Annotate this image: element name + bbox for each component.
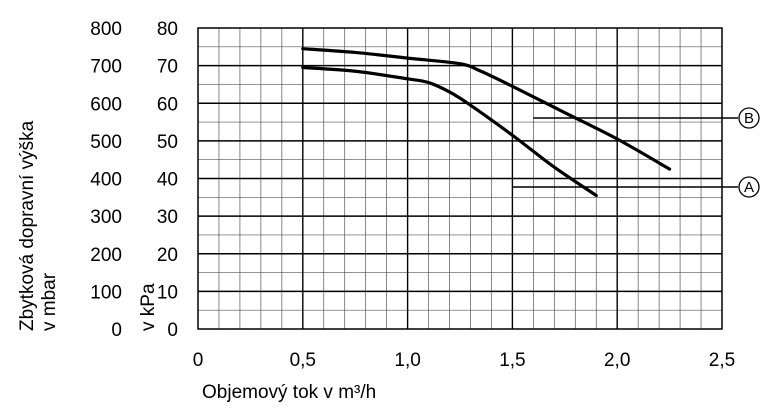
x-axis-label: Objemový tok v m³/h [202, 382, 376, 403]
y-tick-label-mbar: 800 [90, 19, 122, 40]
y-tick-label-kpa: 0 [167, 320, 178, 341]
y-tick-label-kpa: 30 [157, 207, 178, 228]
x-tick-label: 1,0 [394, 350, 420, 371]
y-tick-label-mbar: 700 [90, 57, 122, 78]
series-callouts: AB [512, 107, 760, 198]
y-tick-labels-mbar: 0 100 200 300 400 500 600 700 800 [90, 19, 122, 341]
y-tick-label-kpa: 70 [157, 57, 178, 78]
y-axis-label-kpa: v kPa [138, 283, 159, 331]
x-tick-label: 2,0 [604, 350, 630, 371]
y-tick-label-mbar: 200 [90, 245, 122, 266]
y-tick-label-kpa: 50 [157, 132, 178, 153]
callout-circle-A [738, 176, 760, 198]
x-tick-label: 2,5 [709, 350, 735, 371]
x-tick-label: 0,5 [290, 350, 316, 371]
y-tick-labels-kpa: 0 10 20 30 40 50 60 70 80 [157, 19, 178, 341]
y-tick-label-mbar: 600 [90, 94, 122, 115]
x-tick-labels: 0 0,5 1,0 1,5 2,0 2,5 [193, 350, 736, 371]
y-tick-label-mbar: 100 [90, 282, 122, 303]
callout-circle-B [738, 107, 760, 129]
y-tick-label-mbar: 500 [90, 132, 122, 153]
series-lines [301, 47, 672, 198]
plot-frame [197, 27, 723, 330]
x-tick-label: 0 [193, 350, 204, 371]
y-tick-label-kpa: 60 [157, 94, 178, 115]
y-tick-label-mbar: 0 [111, 320, 122, 341]
y-tick-label-mbar: 400 [90, 170, 122, 191]
y-tick-label-kpa: 10 [157, 282, 178, 303]
x-tick-label: 1,5 [499, 350, 525, 371]
series-line-B [301, 47, 672, 171]
y-tick-label-mbar: 300 [90, 207, 122, 228]
y-tick-label-kpa: 80 [157, 19, 178, 40]
y-tick-label-kpa: 40 [157, 170, 178, 191]
y-axis-label-mbar-line2: v mbar [39, 272, 60, 331]
series-line-A [301, 65, 598, 198]
callout-label-B: B [744, 110, 754, 127]
y-axis-label-mbar-line1: Zbytková dopravní výška [17, 120, 38, 331]
grid-major [198, 28, 722, 329]
callout-label-A: A [744, 179, 754, 196]
y-tick-label-kpa: 20 [157, 245, 178, 266]
